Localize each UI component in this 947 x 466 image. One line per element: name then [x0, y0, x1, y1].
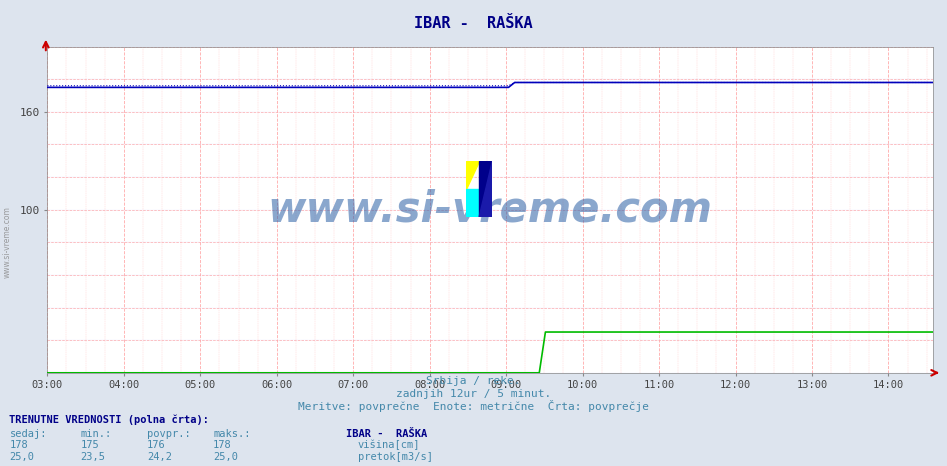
Text: Meritve: povprečne  Enote: metrične  Črta: povprečje: Meritve: povprečne Enote: metrične Črta:… — [298, 400, 649, 411]
Text: 23,5: 23,5 — [80, 452, 105, 462]
Polygon shape — [479, 161, 492, 217]
Text: zadnjih 12ur / 5 minut.: zadnjih 12ur / 5 minut. — [396, 389, 551, 399]
Text: Srbija / reke.: Srbija / reke. — [426, 377, 521, 386]
Text: sedaj:: sedaj: — [9, 429, 47, 439]
Polygon shape — [466, 161, 479, 189]
Text: min.:: min.: — [80, 429, 112, 439]
Text: www.si-vreme.com: www.si-vreme.com — [268, 189, 712, 231]
Text: 25,0: 25,0 — [9, 452, 34, 462]
Text: IBAR -  RAŠKA: IBAR - RAŠKA — [414, 16, 533, 31]
Text: višina[cm]: višina[cm] — [358, 440, 420, 450]
Text: 178: 178 — [213, 440, 232, 450]
Text: maks.:: maks.: — [213, 429, 251, 439]
Text: www.si-vreme.com: www.si-vreme.com — [3, 206, 12, 278]
Text: IBAR -  RAŠKA: IBAR - RAŠKA — [346, 429, 427, 439]
Text: 25,0: 25,0 — [213, 452, 238, 462]
Polygon shape — [466, 189, 479, 217]
Text: 24,2: 24,2 — [147, 452, 171, 462]
Text: 178: 178 — [9, 440, 28, 450]
Polygon shape — [479, 161, 492, 217]
Text: TRENUTNE VREDNOSTI (polna črta):: TRENUTNE VREDNOSTI (polna črta): — [9, 414, 209, 425]
Text: povpr.:: povpr.: — [147, 429, 190, 439]
Text: pretok[m3/s]: pretok[m3/s] — [358, 452, 433, 462]
Text: 175: 175 — [80, 440, 99, 450]
Text: 176: 176 — [147, 440, 166, 450]
